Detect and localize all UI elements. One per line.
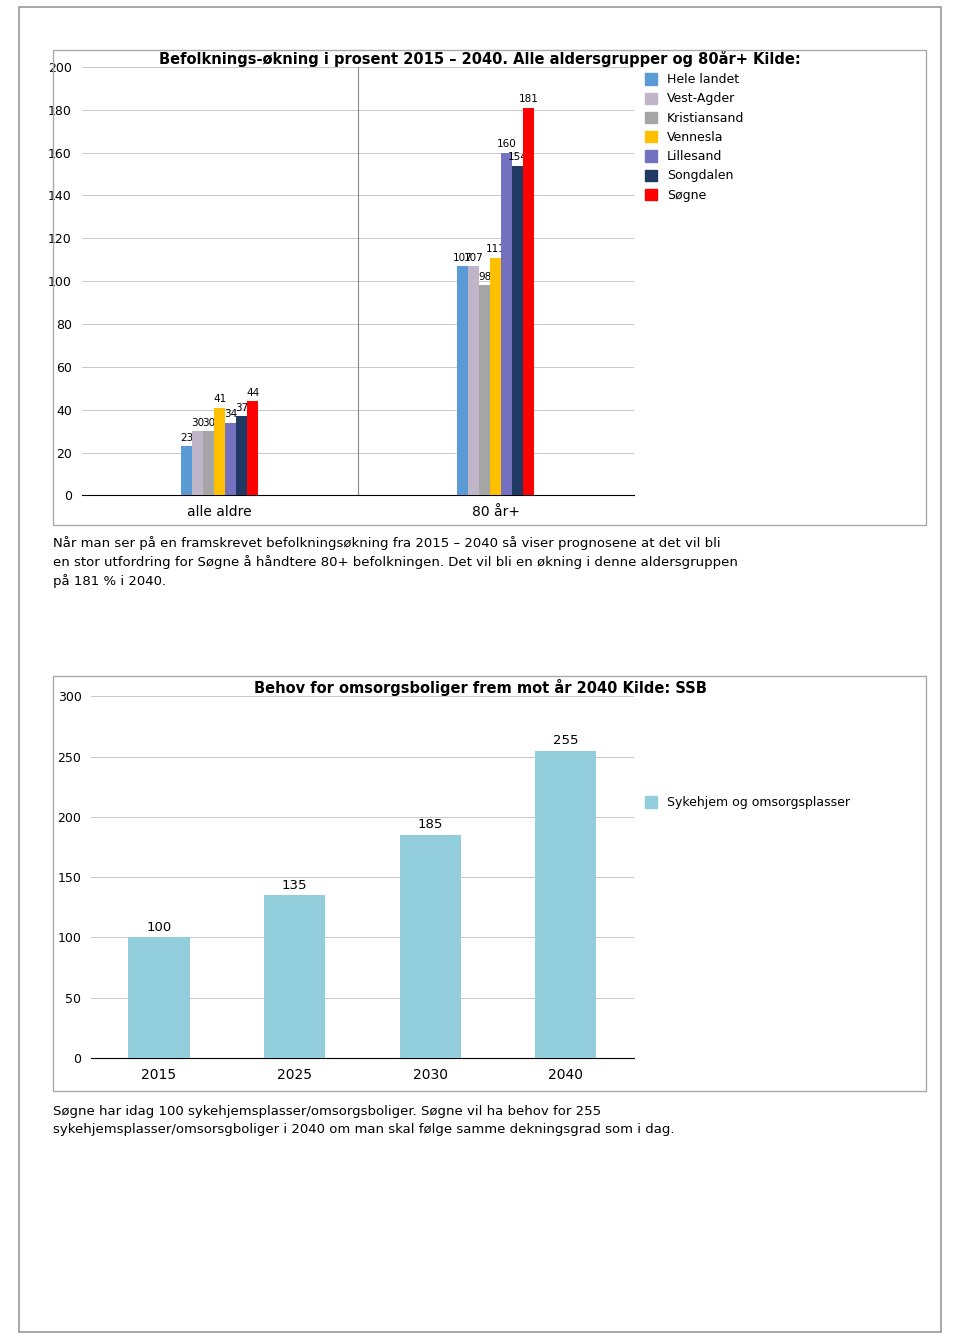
Text: 41: 41: [213, 395, 227, 404]
Bar: [523, 107, 534, 495]
Text: 34: 34: [224, 410, 237, 419]
Bar: [513, 166, 523, 495]
Legend: Hele landet, Vest-Agder, Kristiansand, Vennesla, Lillesand, Songdalen, Søgne: Hele landet, Vest-Agder, Kristiansand, V…: [645, 74, 745, 202]
Bar: [214, 407, 225, 495]
Text: 185: 185: [418, 818, 443, 832]
Bar: [264, 894, 325, 1058]
Legend: Sykehjem og omsorgsplasser: Sykehjem og omsorgsplasser: [645, 797, 851, 809]
Bar: [468, 266, 479, 495]
Text: 255: 255: [553, 734, 579, 747]
Text: 135: 135: [282, 878, 307, 892]
Text: Når man ser på en framskrevet befolkningsøkning fra 2015 – 2040 så viser prognos: Når man ser på en framskrevet befolkning…: [53, 536, 737, 588]
Bar: [236, 416, 247, 495]
Text: Søgne har idag 100 sykehjemsplasser/omsorgsboliger. Søgne vil ha behov for 255
s: Søgne har idag 100 sykehjemsplasser/omso…: [53, 1105, 674, 1135]
Bar: [457, 266, 468, 495]
Text: Behov for omsorgsboliger frem mot år 2040 Kilde: SSB: Behov for omsorgsboliger frem mot år 204…: [253, 679, 707, 696]
Bar: [491, 257, 501, 495]
Bar: [192, 431, 203, 495]
Text: 181: 181: [518, 95, 539, 104]
Bar: [129, 937, 189, 1058]
Bar: [501, 153, 512, 495]
Bar: [181, 446, 192, 495]
Text: 154: 154: [508, 153, 528, 162]
Text: 15: 15: [52, 1281, 78, 1300]
Text: 44: 44: [246, 388, 259, 398]
Bar: [399, 836, 461, 1058]
Text: 107: 107: [464, 253, 484, 262]
Text: 160: 160: [496, 139, 516, 150]
Bar: [248, 402, 258, 495]
Text: 23: 23: [180, 432, 193, 443]
Text: 30: 30: [191, 418, 204, 428]
Bar: [226, 423, 236, 495]
Bar: [536, 750, 596, 1058]
Bar: [204, 431, 214, 495]
Text: 37: 37: [235, 403, 249, 412]
Text: 98: 98: [478, 272, 492, 283]
Text: 30: 30: [202, 418, 215, 428]
Bar: [479, 285, 490, 495]
Text: Befolknings-økning i prosent 2015 – 2040. Alle aldersgrupper og 80år+ Kilde:: Befolknings-økning i prosent 2015 – 2040…: [159, 50, 801, 67]
Text: 100: 100: [146, 921, 172, 933]
Text: 111: 111: [486, 245, 506, 254]
Text: 107: 107: [452, 253, 472, 262]
